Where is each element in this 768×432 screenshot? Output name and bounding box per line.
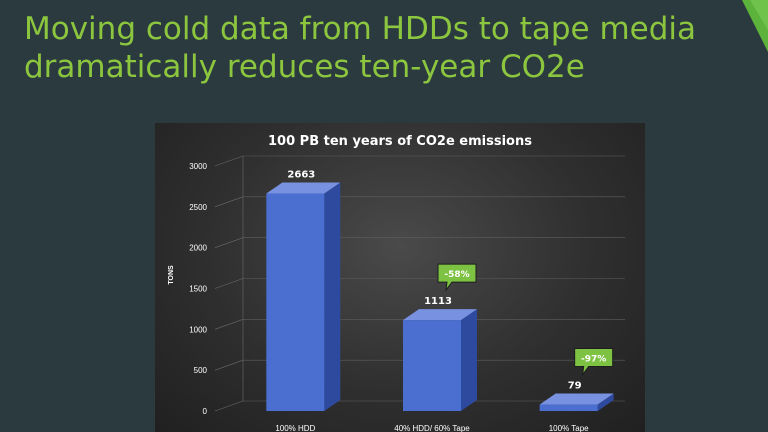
y-tick-label: 1000	[189, 325, 207, 334]
slide-title-line-1: Moving cold data from HDDs to tape media	[24, 11, 697, 47]
y-tick-label: 2500	[189, 203, 207, 212]
data-label: 2663	[287, 170, 315, 181]
callout-label: -97%	[581, 355, 606, 365]
bar-side	[324, 182, 341, 411]
bar-top	[539, 393, 614, 405]
callout-label: -58%	[444, 270, 469, 280]
gridline-depth	[214, 359, 244, 371]
y-axis: 0 500 1000 1500 2000 2500 3000	[189, 162, 207, 416]
y-tick-label: 2000	[189, 244, 207, 253]
y-axis-title: TONS	[168, 265, 175, 285]
bar	[539, 404, 598, 411]
corner-decoration	[742, 0, 768, 52]
x-tick-label: 40% HDD/ 60% Tape	[394, 424, 470, 432]
y-tick-label: 0	[203, 407, 208, 416]
chart-panel: 0 500 1000 1500 2000 2500 3000 2663 100% HDD 111…	[155, 123, 645, 432]
data-label: 79	[568, 381, 582, 392]
chart-title: 100 PB ten years of CO2e emissions	[268, 134, 532, 149]
gridline-depth	[214, 278, 244, 289]
gridline-depth	[214, 237, 244, 248]
slide-title-line-2: dramatically reduces ten-year CO2e	[24, 49, 585, 85]
bar	[266, 193, 325, 411]
x-tick-label: 100% Tape	[549, 424, 589, 432]
x-tick-label: 100% HDD	[275, 424, 315, 432]
gridline-depth	[214, 155, 244, 167]
bar-top	[403, 309, 477, 321]
data-label: 1113	[424, 296, 452, 307]
bar-chart: 0 500 1000 1500 2000 2500 3000 2663 100% HDD 111…	[168, 134, 625, 432]
bars	[266, 182, 614, 411]
gridline-depth	[214, 400, 244, 412]
gridline-depth	[214, 319, 244, 330]
slide-title: Moving cold data from HDDs to tape media…	[24, 10, 724, 86]
bar	[403, 320, 461, 411]
bar-side	[461, 309, 477, 411]
callout-box	[437, 263, 477, 292]
y-tick-label: 1500	[189, 285, 207, 294]
labels: 2663 100% HDD 1113 40% HDD/ 60% Tape -58% 79 1…	[275, 170, 614, 432]
gridline-depth	[214, 196, 244, 208]
y-tick-label: 3000	[189, 162, 207, 171]
callout-box	[574, 348, 614, 377]
bar-top	[266, 182, 341, 194]
y-tick-label: 500	[194, 366, 208, 375]
bar-side	[597, 393, 614, 411]
